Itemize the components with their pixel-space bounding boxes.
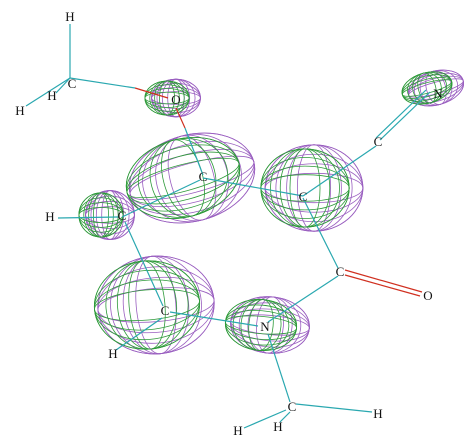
atom-label: N <box>260 319 270 334</box>
mesh-line <box>96 273 217 338</box>
mesh-line <box>106 252 205 357</box>
atom-label: H <box>47 88 56 103</box>
atom-label: O <box>423 288 432 303</box>
mesh-line <box>117 125 249 230</box>
atom-label: C <box>68 76 77 91</box>
mesh-line <box>126 147 257 208</box>
mesh-line <box>89 193 114 237</box>
atom-label: H <box>273 419 282 434</box>
atom-label: C <box>199 169 208 184</box>
atom-label: C <box>288 399 297 414</box>
atom-label: H <box>373 406 382 421</box>
mesh-line <box>129 129 236 228</box>
mesh-line <box>119 253 193 356</box>
atom-label: H <box>45 209 54 224</box>
bonds <box>26 24 430 428</box>
mesh-line <box>117 125 249 230</box>
atom-label: C <box>118 208 127 223</box>
atom-label: H <box>108 346 117 361</box>
atom-label: C <box>336 264 345 279</box>
atom-label: C <box>299 189 308 204</box>
atom-label: C <box>161 303 170 318</box>
mesh-line <box>93 193 108 237</box>
atom-label: H <box>15 103 24 118</box>
atom-label: C <box>374 134 383 149</box>
atom-label: H <box>233 423 242 438</box>
density-mesh <box>79 64 468 358</box>
atom-label: H <box>65 9 74 24</box>
atom-label: O <box>171 92 180 107</box>
molecule-view: H C H H O N C C C H C C O C N H C H H H <box>0 0 470 438</box>
atom-labels: H C H H O N C C C H C C O C N H C H H H <box>15 9 443 438</box>
atom-label: N <box>433 86 443 101</box>
